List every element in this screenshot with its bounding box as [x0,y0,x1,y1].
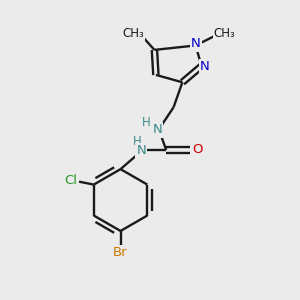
Text: O: O [192,143,202,157]
Text: H: H [142,116,151,129]
Text: CH₃: CH₃ [122,27,144,40]
Text: N: N [152,124,162,136]
Text: N: N [136,144,146,157]
Text: Br: Br [113,246,128,259]
Text: H: H [133,135,142,148]
Text: CH₃: CH₃ [214,27,236,40]
Text: N: N [191,38,200,50]
Text: N: N [200,60,210,73]
Text: Cl: Cl [64,174,77,187]
